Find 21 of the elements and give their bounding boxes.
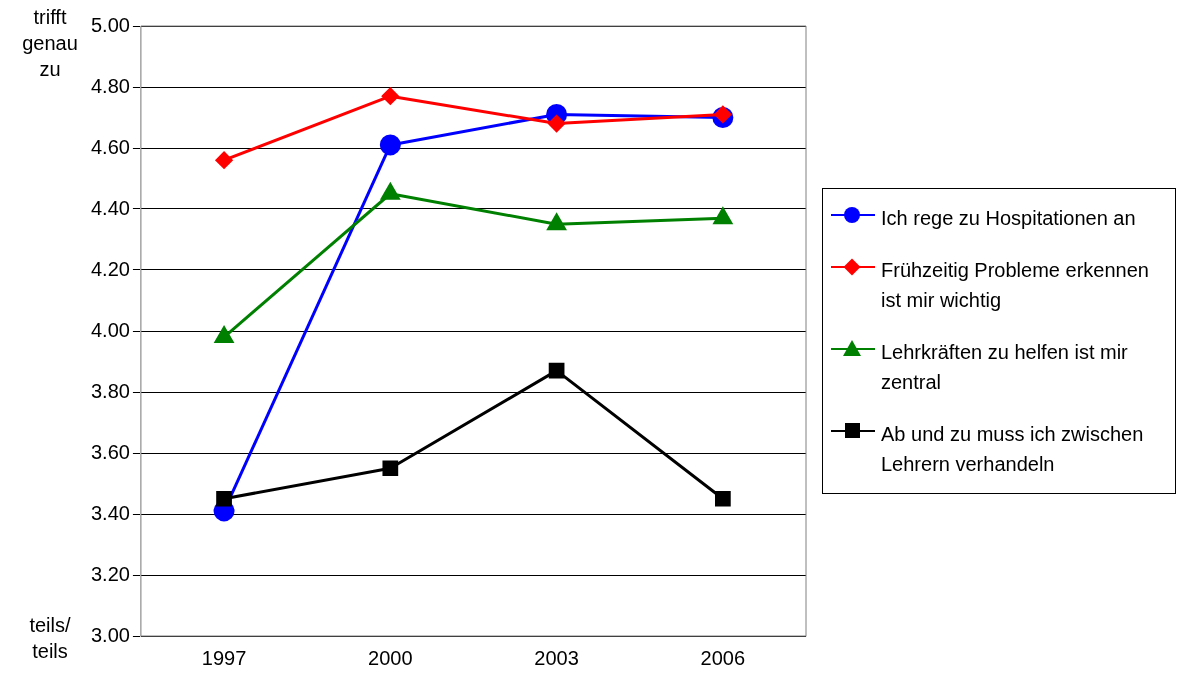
y-tick-label: 4.40 bbox=[90, 196, 130, 219]
text: teils/ teils bbox=[29, 614, 71, 662]
y-tick-label: 4.20 bbox=[90, 257, 130, 280]
y-tick-label: 3.40 bbox=[90, 501, 130, 524]
text: trifft genau zu bbox=[22, 6, 78, 80]
y-tick-label: 3.60 bbox=[90, 440, 130, 463]
legend-label: Lehrkräften zu helfen ist mir zentral bbox=[881, 340, 1129, 395]
legend-label: Frühzeitig Probleme erkennen ist mir wichtig bbox=[881, 258, 1150, 313]
y-tick-label: 4.00 bbox=[90, 318, 130, 341]
x-tick-label: 1997 bbox=[201, 646, 247, 669]
y-tick-label: 5.00 bbox=[90, 13, 130, 36]
y-tick-label: 4.60 bbox=[90, 135, 130, 158]
y-tick-label: 3.00 bbox=[90, 623, 130, 646]
legend-label: Ab und zu muss ich zwischen Lehrern verhandeln bbox=[881, 422, 1145, 477]
y-tick-label: 3.80 bbox=[90, 379, 130, 402]
y-tick-label: 3.20 bbox=[90, 562, 130, 585]
legend-label: Ich rege zu Hospitationen an bbox=[881, 206, 1136, 231]
x-tick-label: 2000 bbox=[368, 646, 413, 669]
x-tick-label: 2003 bbox=[534, 646, 579, 669]
y-tick-label: 4.80 bbox=[90, 74, 130, 97]
x-tick-label: 2006 bbox=[700, 646, 746, 669]
